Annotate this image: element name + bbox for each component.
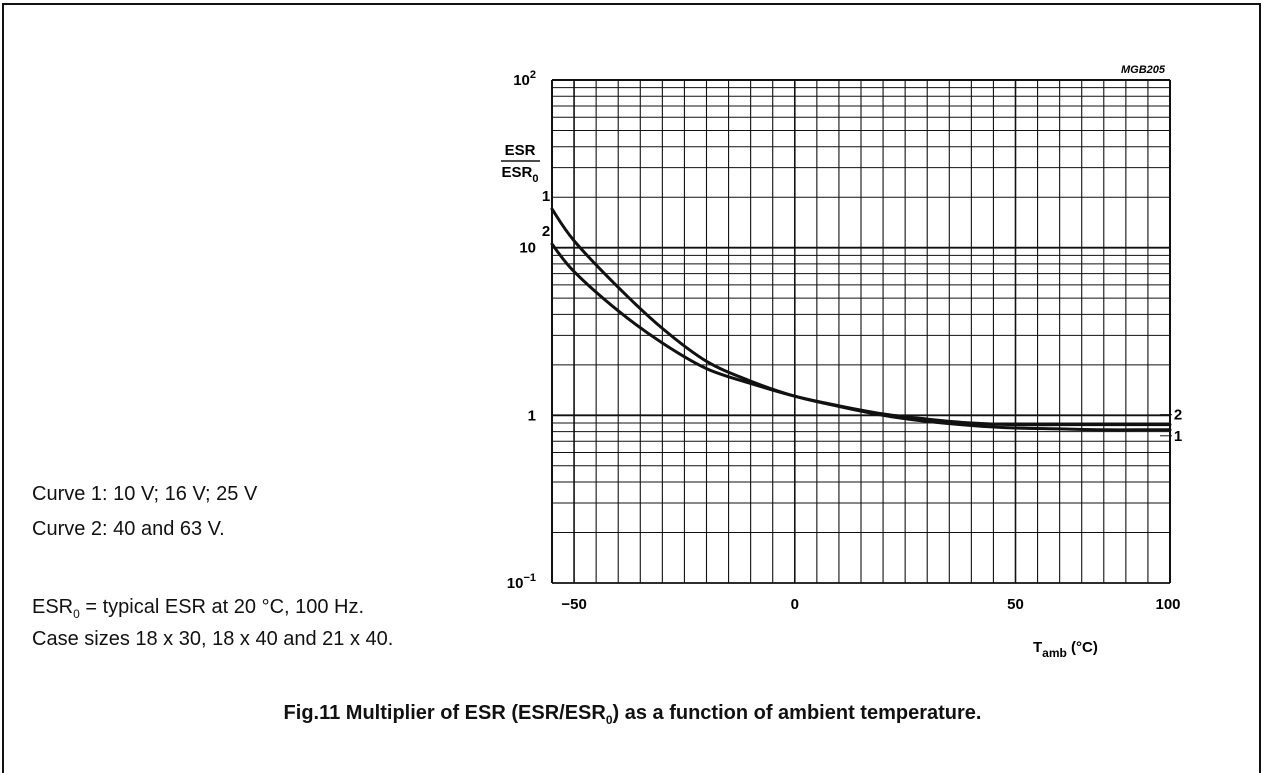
figure-frame [2, 3, 1261, 773]
y-axis-label-denominator: ESR0 [502, 164, 539, 185]
note-curve2: Curve 2: 40 and 63 V. [32, 518, 225, 540]
y-tick-label-base: 10 [507, 575, 524, 592]
curve-1-end-label: 1 [1174, 428, 1182, 445]
plot-grid [551, 79, 1171, 584]
note-esr0-base: ESR [32, 596, 74, 618]
y-tick-label: 10−1 [507, 572, 536, 592]
y-axis-label-numerator: ESR [505, 142, 536, 159]
x-axis-label: Tamb (°C) [1033, 639, 1098, 660]
y-tick-label: 1 [528, 407, 536, 424]
note-esr0-sub: 0 [73, 607, 80, 621]
x-axis-label-sub: amb [1042, 646, 1067, 660]
y-tick-label: 102 [513, 69, 536, 89]
caption-post: ) as a function of ambient temperature. [612, 702, 982, 724]
figure-caption: Fig.11 Multiplier of ESR (ESR/ESR0) as a… [0, 702, 1265, 727]
y-tick-label-base: 1 [528, 407, 536, 424]
x-tick-label: 100 [1155, 596, 1180, 613]
caption-pre: Fig.11 Multiplier of ESR (ESR/ESR [283, 702, 606, 724]
y-tick-label-exponent: −1 [523, 572, 536, 584]
curve-1-start-label: 1 [542, 188, 550, 205]
y-tick-label-base: 10 [513, 72, 530, 89]
y-axis-label-denominator-base: ESR [502, 164, 533, 181]
y-tick-label: 10 [519, 240, 536, 257]
x-tick-label: −50 [561, 596, 586, 613]
note-esr0: ESR0 = typical ESR at 20 °C, 100 Hz. [32, 595, 364, 626]
curve-2-start-label: 2 [542, 223, 550, 240]
x-axis-label-unit: (°C) [1067, 639, 1098, 656]
x-axis-label-base: T [1033, 639, 1042, 656]
y-axis-label: ESR ESR0 [501, 142, 540, 185]
caption-sub: 0 [605, 713, 613, 727]
y-axis-label-denominator-sub: 0 [532, 173, 538, 185]
figure-code: MGB205 [1121, 64, 1166, 76]
y-tick-label-base: 10 [519, 240, 536, 257]
note-esr0-rest: = typical ESR at 20 °C, 100 Hz. [79, 596, 365, 618]
x-tick-label: 50 [1007, 596, 1024, 613]
curve-2-end-label: 2 [1174, 407, 1182, 424]
note-case-sizes: Case sizes 18 x 30, 18 x 40 and 21 x 40. [32, 628, 394, 650]
y-tick-label-exponent: 2 [530, 69, 536, 81]
curves: 1 1 2 2 [542, 188, 1182, 445]
x-tick-label: 0 [791, 596, 799, 613]
curve-2 [550, 242, 1172, 427]
note-curve1: Curve 1: 10 V; 16 V; 25 V [32, 483, 258, 505]
